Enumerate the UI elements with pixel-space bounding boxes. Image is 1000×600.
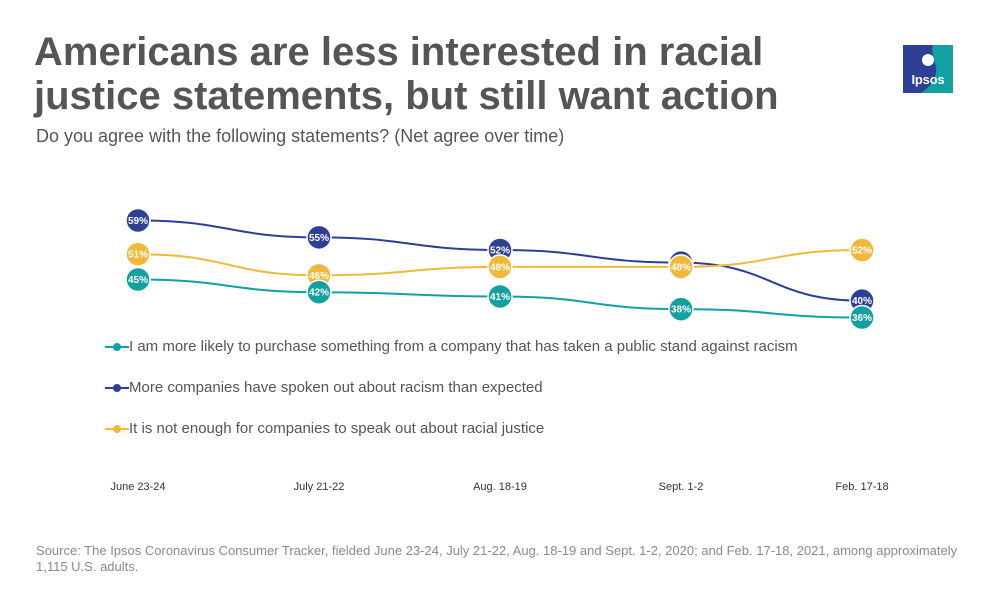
ipsos-logo-mark [903,45,953,93]
x-tick-label-1: July 21-22 [294,481,345,493]
data-label-s2-0: 45% [128,275,148,286]
data-label-s1-4: 52% [852,246,872,257]
data-label-s2-3: 38% [671,305,691,316]
data-label-s0-2: 52% [490,246,510,257]
data-point-s0-0 [125,207,151,234]
data-point-s1-4 [849,237,875,263]
data-label-s0-1: 55% [309,233,329,244]
legend-label-spoken-out: More companies have spoken out about rac… [129,379,543,396]
data-label-s1-0: 51% [128,250,148,261]
data-label-s2-2: 41% [490,292,510,303]
data-point-s2-1 [306,279,332,305]
data-label-s1-1: 46% [309,271,329,282]
data-point-s0-1 [306,224,332,251]
source-note: Source: The Ipsos Coronavirus Consumer T… [36,543,958,574]
chart-title: Americans are less interested in racial … [34,30,779,118]
x-tick-label-0: June 23-24 [110,481,165,493]
legend-label-purchase: I am more likely to purchase something f… [129,338,798,355]
data-label-s2-1: 42% [309,288,329,299]
x-tick-label-4: Feb. 17-18 [835,481,888,493]
data-label-s0-0: 59% [128,216,148,227]
data-label-s2-4: 36% [852,313,872,324]
legend-dot-not-enough [113,425,121,433]
x-tick-label-3: Sept. 1-2 [659,481,704,493]
data-point-s2-0 [125,266,151,293]
data-point-s1-0 [125,241,151,267]
x-tick-label-2: Aug. 18-19 [473,481,527,493]
legend-dot-purchase [113,343,121,351]
data-label-s0-4: 40% [852,296,872,307]
data-label-s1-2: 48% [490,262,510,273]
data-label-s1-3: 48% [671,262,691,273]
data-point-s1-3 [668,254,694,280]
legend-label-not-enough: It is not enough for companies to speak … [129,420,545,437]
data-point-s2-2 [487,283,513,310]
chart-subtitle: Do you agree with the following statemen… [36,126,565,146]
data-point-s1-2 [487,254,513,280]
ipsos-logo-text: Ipsos [911,72,945,87]
ipsos-logo: Ipsos [903,45,953,93]
data-point-s2-3 [668,296,694,322]
legend-dot-spoken-out [113,384,121,392]
data-point-s2-4 [849,304,875,331]
